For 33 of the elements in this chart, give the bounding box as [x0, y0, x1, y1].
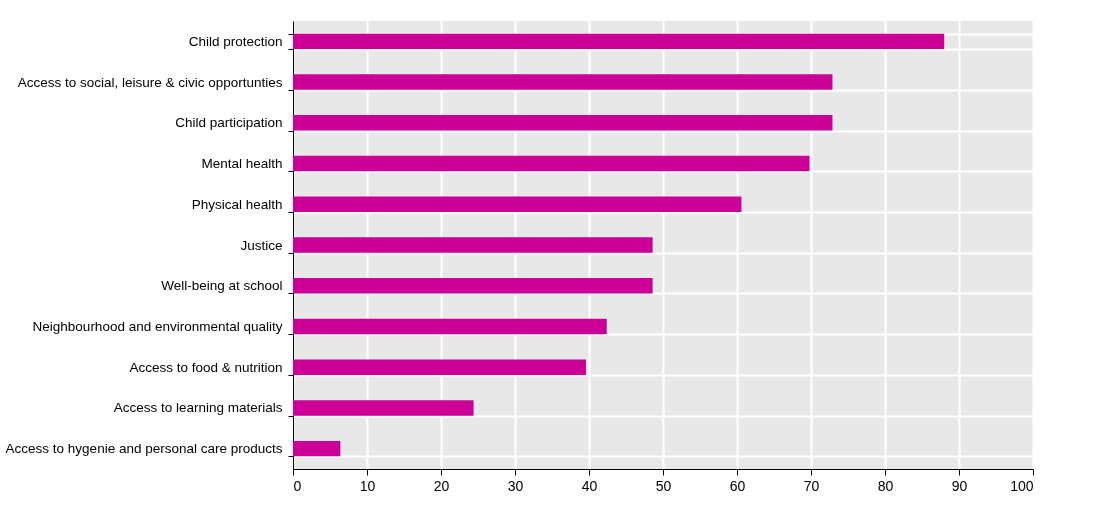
bar: [293, 33, 945, 50]
bar: [293, 74, 833, 90]
x-tick-label: 40: [581, 477, 598, 494]
y-tick-label: Mental health: [201, 156, 283, 172]
bar: [293, 237, 653, 253]
x-tick-label: 0: [293, 477, 302, 494]
x-tick-label: 90: [951, 477, 968, 494]
y-tick-label: Neighbourhood and environmental quality: [32, 318, 283, 334]
bar: [293, 359, 587, 375]
x-tick-label: 80: [877, 477, 894, 494]
y-tick-label: Access to hygenie and personal care products: [5, 441, 283, 457]
y-tick-label: Well-being at school: [161, 278, 283, 294]
y-tick-label: Child protection: [188, 33, 283, 49]
bar: [293, 115, 833, 131]
y-tick-label: Access to learning materials: [113, 400, 283, 416]
x-tick-label: 60: [729, 477, 746, 494]
bar: [293, 400, 474, 416]
y-tick-label: Access to social, leisure & civic opportunties: [17, 74, 283, 90]
x-tick-label: 50: [655, 477, 672, 494]
x-tick-label: 20: [433, 477, 450, 494]
y-tick-label: Access to food & nutrition: [129, 359, 283, 375]
x-tick-label: 30: [507, 477, 524, 494]
bar: [293, 318, 607, 335]
x-tick-label: 70: [803, 477, 820, 494]
bar: [293, 155, 810, 172]
x-tick-label: 100: [1010, 477, 1034, 494]
bar: [293, 277, 653, 294]
bar: [293, 440, 341, 457]
bar: [293, 196, 742, 213]
x-tick-label: 10: [359, 477, 376, 494]
y-tick-label: Child participation: [175, 115, 283, 131]
y-tick-label: Justice: [240, 237, 283, 253]
y-tick-label: Physical health: [191, 196, 283, 212]
